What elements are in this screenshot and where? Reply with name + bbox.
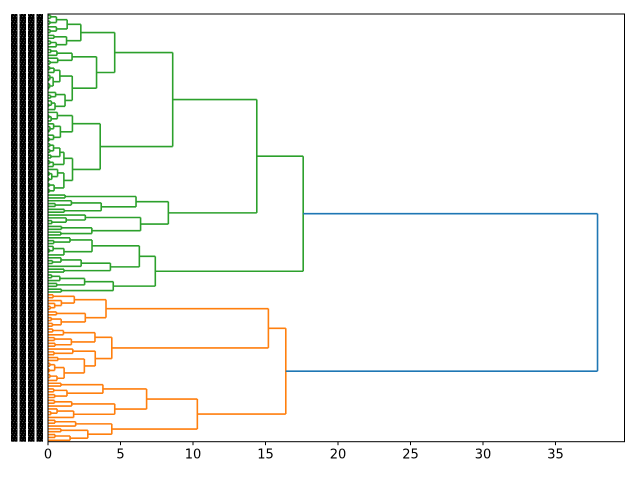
plot-frame xyxy=(47,13,625,443)
x-tick-label: 30 xyxy=(475,448,492,463)
leaf-labels-stripe xyxy=(36,14,43,442)
x-tick-label: 20 xyxy=(330,448,347,463)
cluster-bottom-links xyxy=(48,294,287,442)
dendrogram-links xyxy=(47,14,599,442)
x-tick-label: 15 xyxy=(257,448,274,463)
x-tick-label: 5 xyxy=(116,448,124,463)
leaf-labels-stripe xyxy=(28,14,35,442)
x-tick-label: 25 xyxy=(402,448,419,463)
x-tick-label: 10 xyxy=(185,448,202,463)
leaf-labels-stripe xyxy=(11,14,18,442)
x-tick-label: 0 xyxy=(44,448,52,463)
leaf-labels-stripe xyxy=(19,14,26,442)
leaf-labels-band xyxy=(11,14,43,442)
axes: 0 5 10 15 20 25 30 35 xyxy=(44,13,625,463)
root-link xyxy=(285,212,599,372)
cluster-top-links xyxy=(47,14,304,293)
x-tick-label: 35 xyxy=(547,448,564,463)
